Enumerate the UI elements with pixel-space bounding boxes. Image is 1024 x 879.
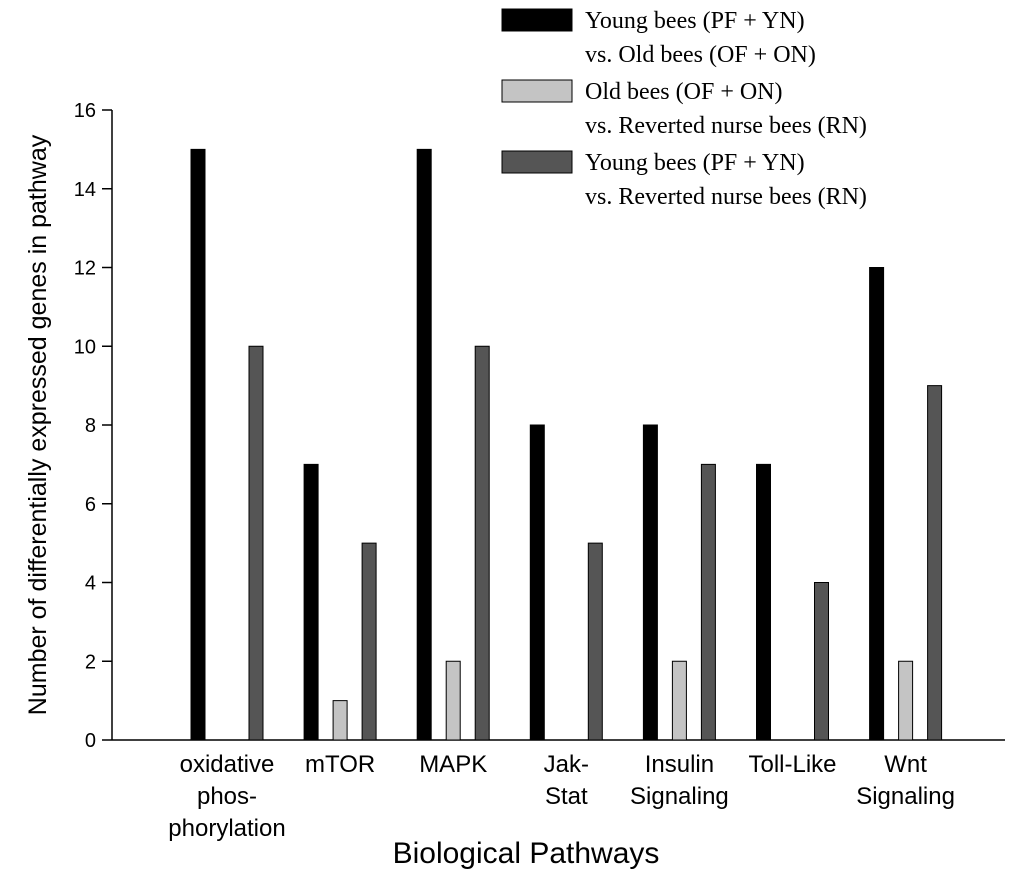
y-axis-title: Number of differentially expressed genes… [24, 134, 52, 715]
bar [671, 660, 687, 741]
y-tick-label: 8 [85, 415, 96, 437]
bar [898, 660, 914, 741]
bar [529, 424, 545, 741]
x-tick-label: Jak-Stat [544, 751, 589, 810]
bar [814, 582, 829, 741]
legend-swatch [501, 79, 573, 103]
y-tick-label: 0 [85, 730, 96, 752]
bar [927, 385, 943, 741]
x-tick-label: Insulin Signaling [630, 751, 729, 810]
y-tick-label: 6 [85, 494, 96, 516]
bar [303, 463, 319, 741]
bars [190, 148, 943, 741]
x-tick-label: mTOR [305, 751, 375, 778]
x-axis-title: Biological Pathways [393, 837, 660, 870]
bar [361, 542, 377, 741]
bar [642, 424, 658, 741]
y-tick-label: 16 [74, 100, 96, 122]
y-tick-label: 2 [85, 651, 96, 673]
bar [416, 148, 432, 741]
bar [869, 267, 885, 741]
legend-label: Old bees (OF + ON) vs. Reverted nurse bee… [585, 79, 867, 139]
y-tick-label: 14 [74, 179, 96, 201]
legend-label: Young bees (PF + YN) vs. Old bees (OF + O… [585, 8, 816, 68]
x-tick-label: oxidative phos-phorylation [168, 751, 285, 842]
y-tick-label: 12 [74, 258, 96, 280]
bar [190, 148, 206, 741]
bar [332, 700, 348, 741]
bar [445, 660, 461, 741]
legend-swatch [501, 150, 573, 174]
x-tick-label: MAPK [419, 751, 487, 778]
bar [756, 463, 771, 741]
y-tick-label: 10 [74, 336, 96, 358]
bar [700, 463, 716, 741]
bar [587, 542, 603, 741]
x-tick-label: Wnt Signaling [856, 751, 955, 810]
y-tick-label: 4 [85, 573, 96, 595]
x-tick-label: Toll-Like [748, 751, 836, 778]
bar [474, 345, 490, 741]
category-labels: oxidative phos-phorylation mTOR MAPK Jak-Sta… [168, 751, 955, 842]
legend-swatch [501, 8, 573, 32]
legend-label: Young bees (PF + YN) vs. Reverted nurse b… [585, 150, 867, 210]
bar [248, 345, 264, 741]
legend: Young bees (PF + YN) vs. Old bees (OF + O… [501, 8, 867, 210]
